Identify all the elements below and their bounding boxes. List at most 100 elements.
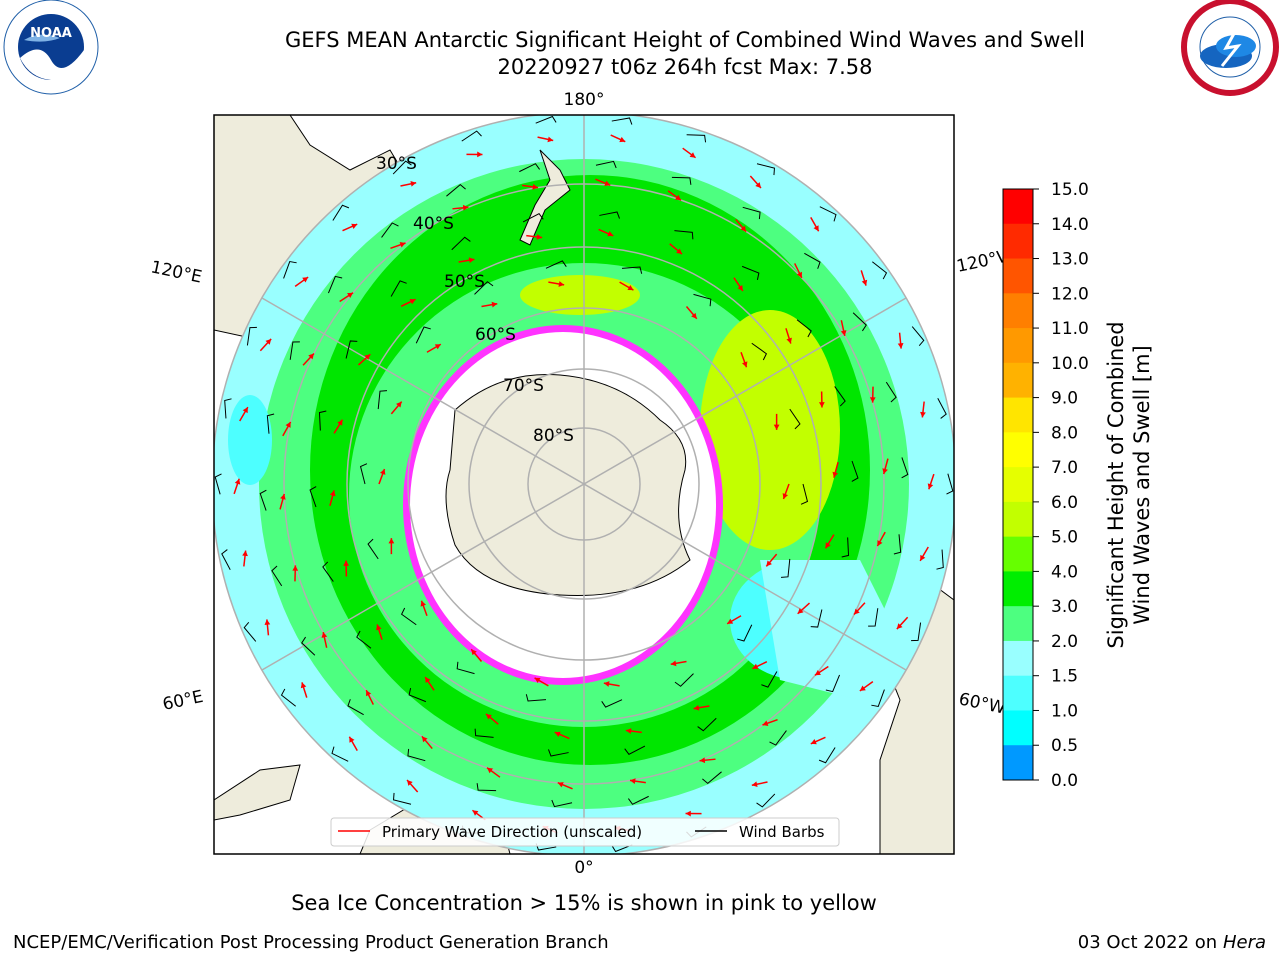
wind-barb (780, 558, 791, 578)
colorbar-segment (1003, 293, 1033, 329)
wind-barb (946, 473, 954, 495)
wave-arrow-head (388, 538, 395, 544)
noaa-wordmark: NOAA (30, 26, 72, 41)
colorbar-tick-label: 5.0 (1051, 528, 1078, 548)
wave-arrow-head (786, 337, 792, 344)
lat-label-80s: 80°S (533, 426, 574, 446)
wind-barb (697, 717, 717, 732)
wave-arrow-head (264, 619, 271, 625)
wind-barb (456, 661, 475, 675)
colorbar-tick-label: 12.0 (1051, 284, 1089, 304)
wave-arrow-head (699, 757, 706, 764)
map-legend: Primary Wave Direction (unscaled) Wind B… (330, 817, 840, 847)
wind-barb (359, 463, 368, 485)
wave-arrow-head (376, 624, 382, 631)
wind-barb (893, 534, 902, 555)
wind-barb (415, 326, 431, 344)
wave-arrow-head (557, 782, 564, 788)
wave-arrow-head (364, 354, 371, 360)
wave-arrow-head (752, 663, 759, 669)
wind-barb (621, 266, 643, 274)
wave-arrow-head (534, 677, 541, 683)
wave-arrow-head (337, 419, 343, 426)
wind-barb (741, 265, 760, 280)
wave-arrow-head (421, 736, 428, 743)
chart-title: GEFS MEAN Antarctic Significant Height o… (284, 28, 1086, 52)
wind-barb (381, 222, 399, 238)
wind-barb (289, 341, 300, 360)
wind-barb (214, 473, 222, 495)
wave-arrow-head (471, 649, 477, 656)
wave-arrow-head (396, 401, 402, 408)
wave-arrow-head (365, 690, 372, 697)
lon-label-0: 0° (574, 858, 593, 878)
date-prefix: 03 Oct 2022 on (1077, 932, 1223, 953)
wave-arrow-head (818, 402, 825, 408)
wind-barb (911, 622, 922, 642)
wave-arrow-head (927, 483, 934, 490)
colorbar-tick-label: 11.0 (1051, 319, 1089, 339)
colorbar-segment (1003, 571, 1033, 607)
wave-arrow-head (755, 182, 761, 189)
colorbar-segment (1003, 675, 1033, 711)
wind-barb (461, 130, 482, 142)
colorbar-segment (1003, 536, 1033, 572)
colorbar-segment (1003, 189, 1033, 225)
wave-arrow-head (292, 565, 299, 571)
colorbar-tick-label: 2.0 (1051, 632, 1078, 652)
lon-label-120e: 120°E (149, 257, 204, 287)
wave-arrow-head (603, 681, 610, 687)
colorbar-tick-label: 3.0 (1051, 597, 1078, 617)
wind-barb (818, 747, 836, 764)
colorbar: 15.0 14.0 13.0 12.0 11.0 10.0 9.0 8.0 7.0 6.0 5.0 4… (1002, 180, 1089, 791)
wind-barb (674, 673, 694, 687)
wave-arrow-head (782, 493, 789, 500)
colorbar-segment (1003, 467, 1033, 503)
colorbar-segment (1003, 640, 1033, 677)
wave-arrow-head (625, 728, 632, 734)
lon-label-60w: 60°W (957, 689, 1007, 718)
wind-barb (309, 486, 317, 508)
wave-arrow-head (675, 194, 681, 201)
wave-arrow-head (741, 361, 748, 368)
wind-barb (332, 204, 350, 221)
colorbar-tick-label: 0.5 (1051, 736, 1078, 756)
wind-barb (347, 699, 364, 716)
wind-barb (627, 795, 649, 805)
wind-barb (686, 134, 707, 143)
wind-barb (742, 206, 761, 220)
chart-subtitle: 20220927 t06z 264h fcst Max: 7.58 (497, 55, 873, 79)
wind-barb (819, 206, 837, 222)
legend-label-barb: Wind Barbs (739, 823, 825, 841)
wave-arrow-head (766, 560, 772, 567)
lat-label-70s: 70°S (503, 376, 544, 396)
wind-barb (535, 115, 557, 124)
colorbar-segment (1003, 432, 1033, 468)
wave-arrow-head (825, 542, 831, 549)
wind-barb (301, 636, 316, 656)
wind-barb (393, 792, 412, 805)
wind-barb (322, 561, 334, 582)
wind-barb (769, 730, 787, 746)
wave-arrow-head (234, 478, 241, 485)
wind-barb (611, 117, 633, 125)
wind-barb (327, 275, 343, 294)
wind-barb (885, 381, 897, 403)
wind-barb (474, 728, 494, 738)
colorbar-label-line2: Wind Waves and Swell [m] (1130, 345, 1154, 625)
wave-arrow-head (343, 560, 350, 566)
wave-arrow-head (477, 151, 483, 158)
colorbar-tick-label: 10.0 (1051, 354, 1089, 374)
wind-barb (390, 280, 407, 297)
colorbar-tick-label: 1.5 (1051, 667, 1078, 687)
wave-arrow-head (347, 292, 354, 298)
wind-barb (377, 390, 388, 410)
colorbar-segment (1003, 745, 1033, 781)
wind-barb (871, 689, 885, 708)
wind-barb (476, 783, 497, 792)
wind-barb (451, 236, 471, 251)
wind-barb (841, 537, 850, 558)
colorbar-tick-label: 14.0 (1051, 215, 1089, 235)
wave-arrow-head (751, 781, 758, 788)
